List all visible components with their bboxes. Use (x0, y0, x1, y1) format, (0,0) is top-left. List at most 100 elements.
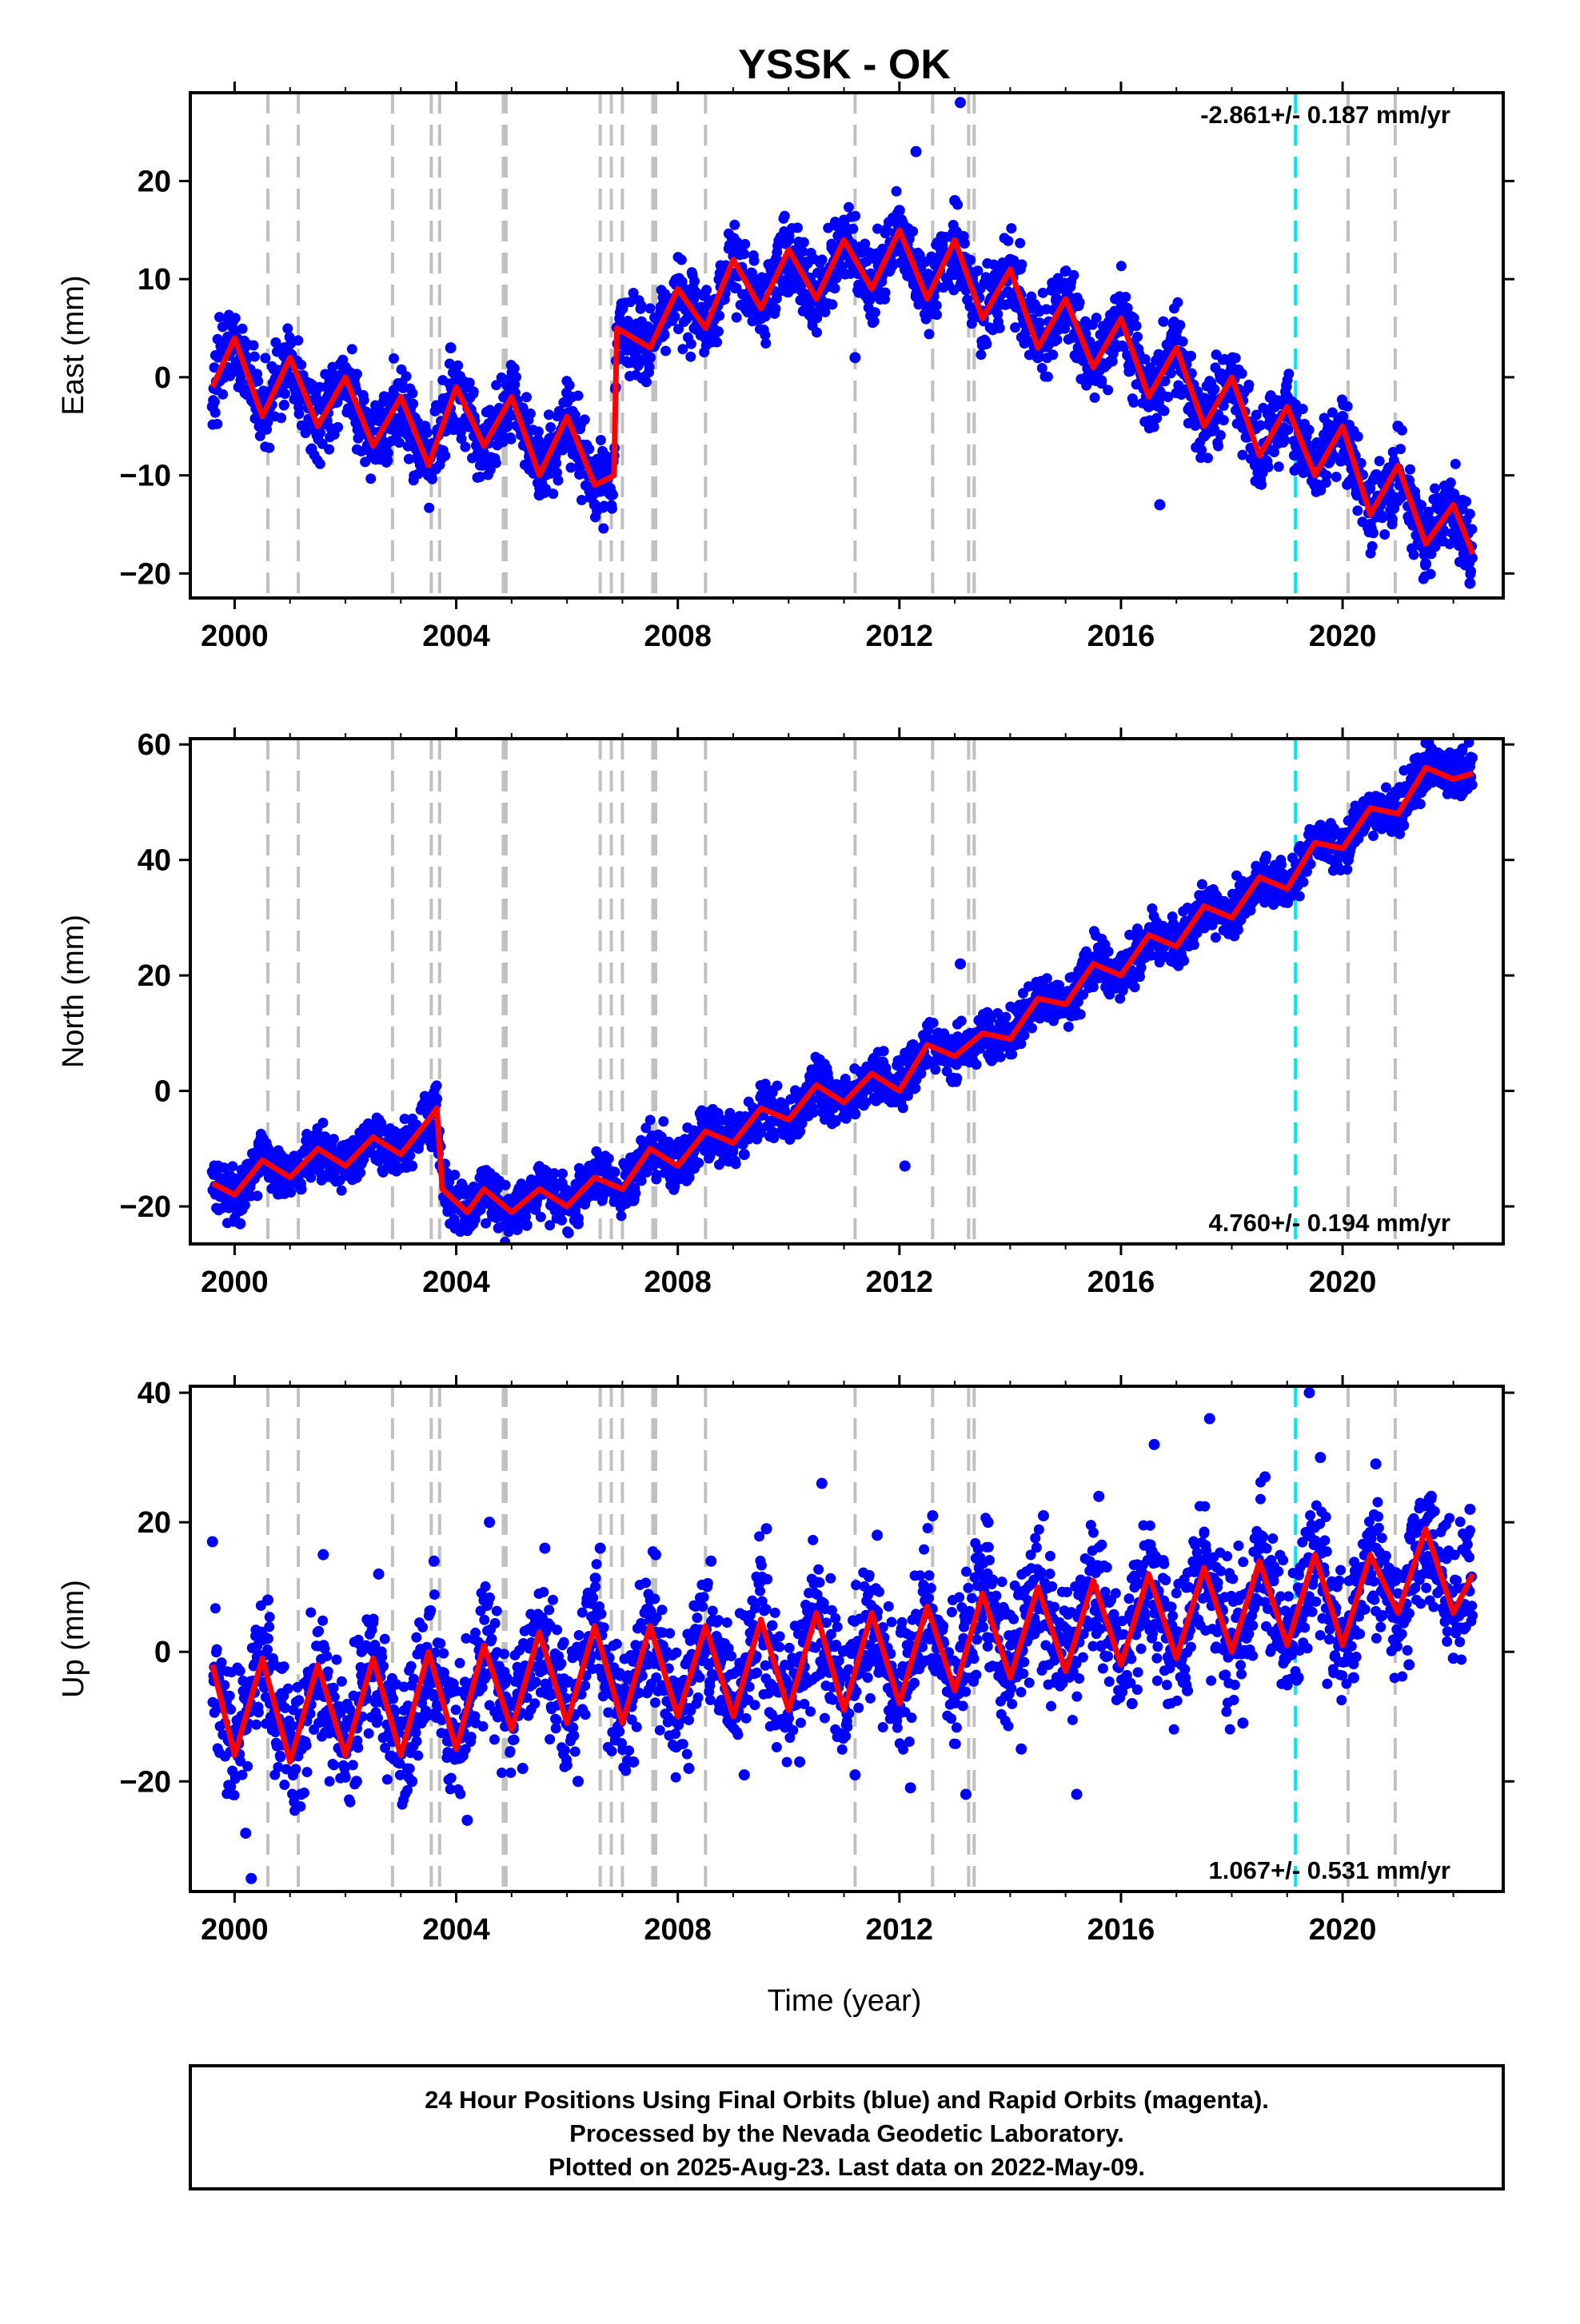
data-point (1379, 529, 1390, 540)
data-point (672, 273, 684, 285)
data-point (1409, 549, 1419, 560)
data-point (849, 352, 860, 363)
data-point (701, 285, 712, 295)
data-point (955, 97, 966, 108)
data-point (389, 353, 399, 364)
data-point (408, 399, 418, 409)
data-point (1131, 321, 1142, 331)
data-point (596, 435, 606, 445)
data-point (294, 409, 305, 419)
data-point (848, 224, 858, 234)
data-point (1154, 499, 1165, 510)
data-point (713, 326, 724, 337)
data-point (850, 211, 860, 221)
data-point (830, 283, 840, 293)
data-point (440, 451, 450, 461)
data-point (1405, 464, 1415, 475)
data-point (714, 310, 724, 321)
data-point (952, 1073, 962, 1083)
data-point (972, 265, 983, 276)
data-point (1274, 461, 1284, 472)
data-point (1189, 939, 1199, 950)
data-point (732, 313, 742, 323)
data-point (1426, 569, 1436, 580)
data-point (383, 448, 393, 458)
data-point (676, 255, 687, 265)
y-tick-label: −10 (120, 460, 171, 493)
data-point (1151, 413, 1162, 424)
data-point (1461, 496, 1471, 507)
data-point (557, 1169, 568, 1179)
data-point (521, 392, 532, 402)
data-point (645, 1114, 656, 1125)
data-point (1430, 483, 1440, 493)
x-tick-label: 2016 (1087, 620, 1155, 653)
data-point (252, 1190, 262, 1201)
data-point (693, 1158, 704, 1168)
plot-area (207, 93, 1478, 598)
data-point (783, 234, 794, 245)
data-point (223, 313, 234, 324)
data-point (607, 504, 617, 514)
data-point (1116, 261, 1127, 271)
data-point (214, 312, 225, 322)
data-point (1103, 385, 1113, 395)
data-point (329, 1134, 339, 1144)
x-tick-label: 2000 (201, 620, 269, 653)
data-point (1279, 435, 1290, 445)
data-point (573, 390, 584, 401)
data-point (749, 256, 760, 266)
data-point (894, 205, 905, 216)
data-point (501, 1180, 511, 1190)
data-point (892, 186, 902, 197)
data-point (248, 341, 258, 351)
data-point (240, 1200, 250, 1210)
data-point (340, 362, 351, 373)
data-point (449, 1170, 460, 1180)
data-point (249, 351, 260, 361)
data-point (760, 338, 771, 349)
data-point (1387, 514, 1398, 524)
data-point (685, 352, 696, 362)
data-point (1466, 566, 1476, 576)
data-point (1466, 524, 1477, 534)
data-point (257, 421, 268, 432)
data-point (882, 225, 892, 236)
data-point (799, 237, 809, 248)
data-point (423, 470, 434, 481)
data-point (1395, 444, 1406, 454)
data-point (965, 255, 976, 265)
data-point (365, 473, 376, 484)
y-axis-label: East (mm) (57, 275, 90, 415)
data-point (312, 431, 323, 442)
data-point (1120, 292, 1131, 302)
y-tick-label: 20 (138, 165, 171, 198)
data-point (1203, 452, 1213, 463)
data-point (324, 444, 334, 455)
data-point (1331, 472, 1342, 482)
data-point (1027, 1022, 1037, 1033)
data-point (1213, 440, 1223, 451)
rate-annotation: -2.861+/- 0.187 mm/yr (1200, 101, 1450, 129)
data-point (644, 352, 656, 363)
data-point (898, 1102, 908, 1113)
x-tick-label: 2008 (644, 620, 712, 653)
data-point (770, 304, 780, 314)
data-point (712, 337, 722, 348)
data-point (1231, 353, 1241, 363)
data-point (1091, 313, 1102, 323)
data-point (817, 254, 828, 265)
data-point (1159, 317, 1169, 327)
data-point (808, 1107, 819, 1118)
data-point (1448, 489, 1459, 500)
data-point (995, 323, 1005, 333)
data-point (1420, 558, 1431, 569)
data-point (317, 1118, 328, 1128)
data-point (212, 419, 222, 429)
data-point (1343, 401, 1353, 412)
data-point (636, 301, 646, 311)
data-point (880, 287, 891, 297)
